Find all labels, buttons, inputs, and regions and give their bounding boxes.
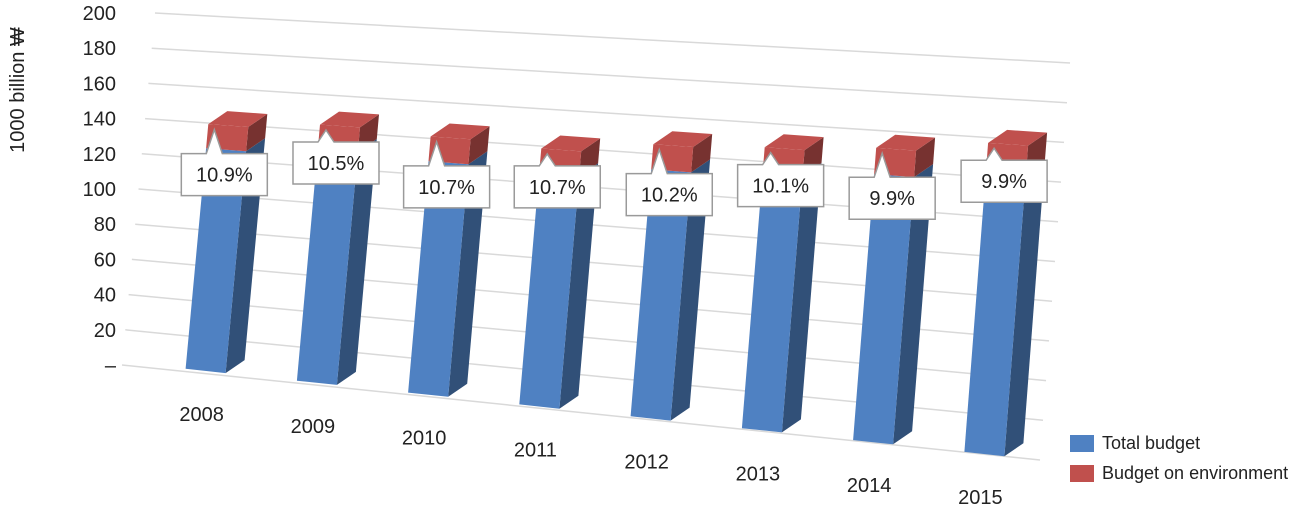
- bar-total-budget-2008: [185, 138, 266, 374]
- bar-front-face: [964, 170, 1026, 457]
- y-tick-label: 80: [94, 214, 116, 236]
- bar-total-budget-2011: [519, 163, 599, 409]
- bar-front-face: [853, 174, 915, 445]
- bar-side-face: [691, 134, 713, 173]
- bar-top-face: [988, 129, 1048, 146]
- y-tick-label: 100: [83, 179, 116, 201]
- callout-2008: 10.9%: [180, 127, 269, 197]
- chart-legend: Total budget Budget on environment: [1070, 428, 1310, 488]
- callout-label: 10.2%: [641, 185, 698, 207]
- callout-2013: 10.1%: [736, 151, 825, 208]
- callout-box: [402, 139, 491, 209]
- gridline: [148, 82, 1065, 144]
- y-axis-title: 1000 billion ₩: [7, 27, 29, 153]
- x-tick-label-2015: 2015: [958, 487, 1003, 509]
- bar-side-face: [914, 137, 936, 178]
- x-tick-label-2011: 2011: [514, 440, 557, 462]
- x-axis: 2008 2009 2010 2011 2012 2013 2014 2015: [179, 404, 1002, 509]
- bar-top-face: [764, 134, 824, 151]
- y-axis: – 20 40 60 80 100 120 140 160 180 200 1000 billion …: [7, 3, 117, 377]
- callout-box: [848, 150, 936, 220]
- callout-2011: 10.7%: [513, 152, 602, 209]
- callout-label: 9.9%: [869, 188, 915, 210]
- legend-swatch-budget-on-environment: [1070, 464, 1094, 482]
- callout-box: [960, 146, 1048, 203]
- bar-side-face: [893, 164, 934, 445]
- callout-2009: 10.5%: [292, 128, 380, 185]
- legend-item-total-budget: Total budget: [1070, 428, 1310, 458]
- callout-box: [180, 127, 269, 197]
- callout-label: 10.9%: [196, 165, 253, 187]
- bar-total-budget-2013: [741, 163, 822, 433]
- y-tick-label: 140: [83, 109, 116, 131]
- y-tick-label: 120: [83, 144, 116, 166]
- bar-total-budget-2012: [630, 159, 711, 421]
- callout-label: 10.5%: [308, 153, 365, 175]
- callout-label: 10.7%: [529, 177, 586, 199]
- callout-2015: 9.9%: [960, 146, 1048, 203]
- bar-side-face: [1004, 160, 1045, 457]
- bar-front-face: [519, 173, 580, 409]
- gridline: [154, 12, 1071, 64]
- bar-side-face: [448, 151, 488, 397]
- bar-front-face: [630, 169, 692, 421]
- legend-item-budget-on-environment: Budget on environment: [1070, 458, 1310, 488]
- bar-top-face: [430, 123, 490, 140]
- callout-label: 10.7%: [418, 177, 475, 199]
- y-tick-label: 20: [94, 320, 116, 342]
- bar-side-face: [670, 159, 711, 421]
- bar-top-face: [320, 111, 379, 128]
- x-tick-label-2010: 2010: [402, 428, 447, 450]
- bar-top-face: [541, 135, 601, 152]
- bar-total-budget-2015: [964, 160, 1045, 457]
- x-tick-label-2008: 2008: [179, 404, 224, 426]
- callout-box: [513, 152, 602, 209]
- bar-total-budget-2009: [296, 139, 377, 385]
- legend-label-budget-on-environment: Budget on environment: [1102, 462, 1289, 483]
- bar-total-budget-2010: [408, 151, 488, 397]
- legend-label-total-budget: Total budget: [1102, 432, 1201, 453]
- percentage-callouts: 10.9% 10.5% 10.7% 10.7% 10.2% 10.1% 9.9% 9.9%: [180, 127, 1048, 220]
- callout-label: 9.9%: [981, 171, 1027, 193]
- bar-front-face: [741, 173, 803, 433]
- x-tick-label-2014: 2014: [847, 475, 892, 497]
- callout-2010: 10.7%: [402, 139, 491, 209]
- bar-side-face: [246, 114, 268, 152]
- gridline: [121, 364, 1041, 461]
- bar-top-face: [653, 131, 713, 147]
- bar-top-face: [876, 134, 936, 151]
- y-tick-label: 40: [94, 285, 116, 307]
- x-tick-label-2009: 2009: [291, 416, 336, 438]
- bar-budget-on-environment-2008: [206, 111, 268, 152]
- y-tick-label: 60: [94, 249, 116, 271]
- legend-swatch-total-budget: [1070, 434, 1094, 452]
- bar-front-face: [296, 149, 358, 385]
- bar-side-face: [781, 163, 822, 433]
- bar-front-face: [185, 148, 247, 374]
- bar-side-face: [336, 139, 377, 385]
- grid-lines: [121, 12, 1071, 461]
- y-tick-label: –: [105, 355, 117, 377]
- gridline: [151, 47, 1068, 104]
- bar-total-budget-2014: [853, 164, 934, 445]
- bar-top-face: [208, 111, 268, 127]
- callout-label: 10.1%: [752, 176, 809, 198]
- bar-side-face: [225, 138, 266, 374]
- callout-box: [625, 147, 714, 217]
- bar-side-face: [559, 163, 599, 409]
- bar-front-face: [408, 161, 469, 397]
- callout-2014: 9.9%: [848, 150, 936, 220]
- y-tick-label: 200: [83, 3, 116, 25]
- bar-side-face: [468, 126, 490, 165]
- callout-2012: 10.2%: [625, 147, 714, 217]
- x-tick-label-2012: 2012: [624, 451, 669, 473]
- callout-box: [736, 151, 825, 208]
- callout-box: [292, 128, 380, 185]
- y-tick-label: 160: [83, 73, 116, 95]
- x-tick-label-2013: 2013: [736, 463, 781, 485]
- y-tick-label: 180: [83, 38, 116, 60]
